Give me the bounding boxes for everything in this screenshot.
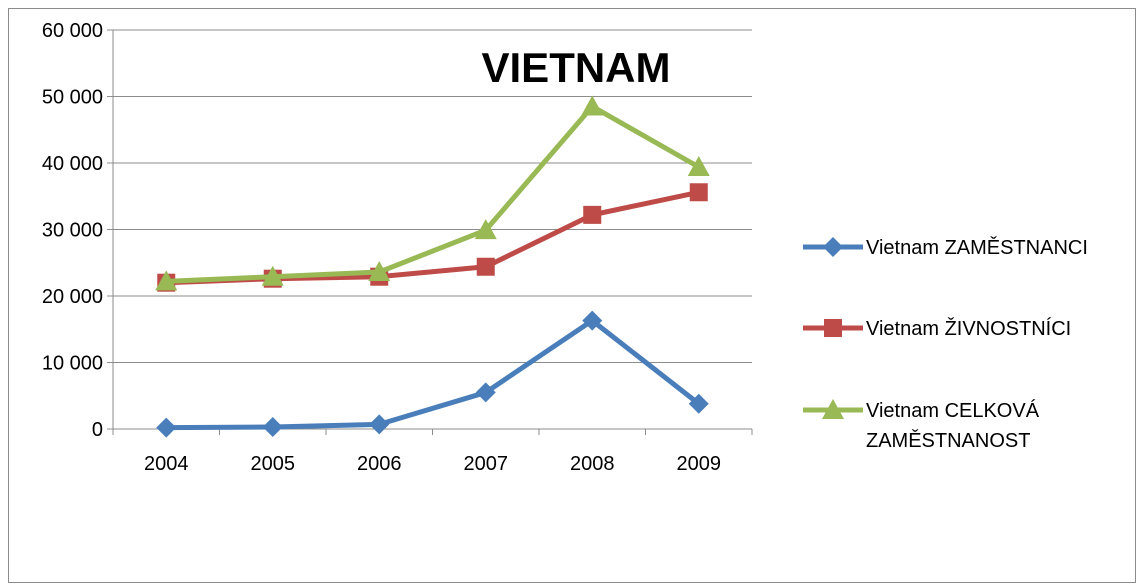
series-line [163, 189, 702, 286]
data-point [582, 310, 603, 331]
y-tick-label: 0 [92, 419, 103, 441]
x-tick-label: 2005 [251, 453, 296, 475]
y-tick-label: 30 000 [42, 220, 103, 242]
data-point [262, 417, 283, 438]
legend-label: Vietnam CELKOVÁ ZAMĚSTNANOST [866, 399, 1040, 452]
data-point [369, 414, 390, 435]
legend-label: Vietnam ZAMĚSTNANCI [866, 236, 1088, 259]
x-tick-label: 2008 [570, 453, 615, 475]
legend-label: Vietnam ŽIVNOSTNÍCI [866, 317, 1071, 340]
x-tick-label: 2006 [357, 453, 402, 475]
legend-item-3: Vietnam CELKOVÁ ZAMĚSTNANOST [803, 399, 1040, 452]
legend-swatch-marker [823, 237, 843, 257]
data-point [689, 183, 708, 202]
y-tick-label: 20 000 [42, 286, 103, 308]
x-tick-label: 2009 [677, 453, 722, 475]
legend: Vietnam ZAMĚSTNANCI Vietnam ŽIVNOSTNÍCI Vi… [803, 236, 1088, 452]
series-1 [156, 310, 709, 438]
legend-item-1: Vietnam ZAMĚSTNANCI [803, 236, 1088, 259]
data-point [368, 261, 391, 282]
data-point [155, 270, 178, 291]
x-tick-label: 2007 [464, 453, 509, 475]
data-point [474, 219, 497, 240]
y-tick-label: 10 000 [42, 353, 103, 375]
data-point [687, 155, 710, 176]
y-tick-label: 60 000 [42, 20, 103, 42]
series-3 [155, 95, 710, 291]
series-2 [157, 183, 708, 292]
data-point [261, 265, 284, 286]
y-tick-label: 40 000 [42, 153, 103, 175]
legend-swatch-marker [822, 399, 844, 419]
legend-swatch-marker [824, 319, 842, 337]
data-point [583, 205, 602, 224]
data-point [475, 382, 496, 403]
series-line [163, 103, 702, 284]
data-point [688, 393, 709, 414]
chart-title: VIETNAM [482, 44, 671, 91]
data-point [476, 257, 495, 276]
data-point [156, 417, 177, 438]
series-line [163, 318, 702, 431]
data-point [581, 95, 604, 116]
series-group [155, 95, 710, 438]
legend-item-2: Vietnam ŽIVNOSTNÍCI [803, 317, 1071, 340]
y-tick-label: 50 000 [42, 87, 103, 109]
x-tick-label: 2004 [144, 453, 189, 475]
